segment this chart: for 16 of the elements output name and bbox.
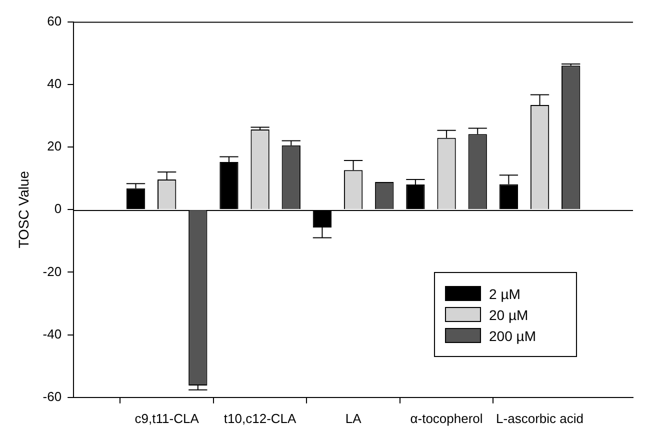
legend-label: 200 µM: [489, 328, 536, 344]
y-tick-label: 0: [54, 201, 62, 216]
x-tick-label: L-ascorbic acid: [496, 410, 584, 426]
x-tick-label: LA: [345, 410, 362, 426]
y-tick-label: -40: [42, 326, 62, 342]
x-tick-label: t10,c12-CLA: [224, 410, 297, 426]
x-tick-label: α-tocopherol: [410, 410, 483, 426]
legend-label: 20 µM: [489, 306, 528, 322]
y-tick-label: 40: [47, 76, 62, 91]
y-tick-label: -60: [42, 388, 62, 404]
y-tick-label: 60: [47, 13, 62, 28]
y-axis-title: TOSC Value: [15, 170, 32, 248]
y-tick-label: -20: [42, 264, 62, 279]
x-tick-label: c9,t11-CLA: [134, 410, 200, 426]
y-tick-label: 20: [47, 138, 62, 154]
legend-label: 2 µM: [489, 286, 520, 302]
